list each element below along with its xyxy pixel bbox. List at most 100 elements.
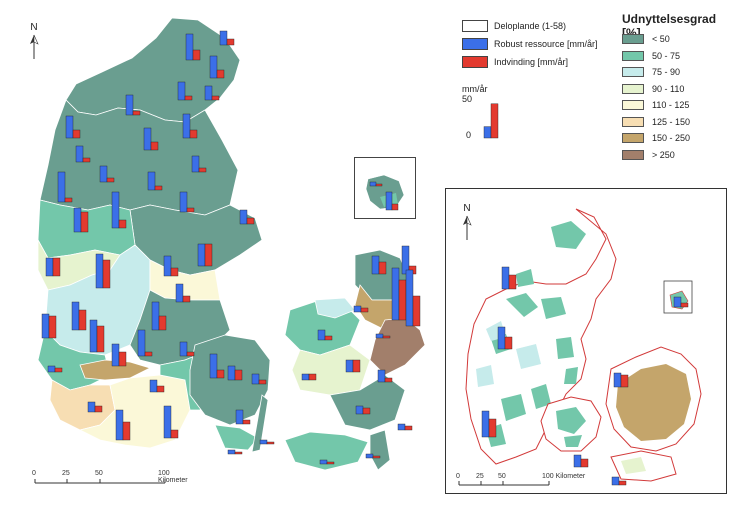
indvinding-bar bbox=[384, 377, 393, 383]
indvinding-bar bbox=[266, 441, 275, 445]
robust-bar bbox=[319, 459, 328, 465]
scale-tick-0-label: 0 bbox=[466, 130, 472, 140]
class-legend-item: 110 - 125 bbox=[622, 100, 689, 110]
indvinding-bar bbox=[132, 110, 141, 116]
robust-bar bbox=[239, 209, 248, 225]
indvinding-bar bbox=[198, 167, 207, 173]
legend-item-indvinding: Indvinding [mm/år] bbox=[462, 56, 568, 68]
indvinding-bar bbox=[326, 461, 335, 465]
legend-robust-bar bbox=[483, 126, 492, 139]
indvinding-bar bbox=[189, 129, 198, 139]
indvinding-bar bbox=[258, 379, 267, 385]
indvinding-bar bbox=[184, 95, 193, 101]
class-swatch bbox=[622, 149, 644, 160]
class-swatch bbox=[622, 34, 644, 44]
indvinding-bar bbox=[362, 407, 371, 415]
robust-bar bbox=[41, 313, 50, 339]
robust-bar bbox=[65, 115, 74, 139]
indvinding-bar bbox=[352, 359, 361, 373]
robust-bar bbox=[209, 55, 218, 79]
indvinding-bar bbox=[52, 257, 61, 277]
scale-tick-100: 100 Kilometer bbox=[158, 470, 188, 484]
robust-bar bbox=[204, 85, 213, 101]
robust-bar bbox=[179, 341, 188, 357]
scale-bar-graphic bbox=[34, 479, 166, 484]
robust-bar bbox=[191, 155, 200, 173]
indvinding-bar bbox=[375, 183, 383, 187]
indvinding-bar bbox=[82, 157, 91, 163]
indvinding-bar bbox=[102, 259, 111, 289]
robust-bar bbox=[182, 113, 191, 139]
robust-bar bbox=[163, 405, 172, 439]
indvinding-bar bbox=[398, 279, 407, 321]
legend-indvinding-bar bbox=[490, 103, 499, 139]
robust-bar bbox=[317, 329, 326, 341]
class-legend-item: 125 - 150 bbox=[622, 116, 691, 127]
class-swatch bbox=[622, 100, 644, 110]
robust-bar bbox=[89, 319, 98, 353]
north-arrow-icon bbox=[30, 34, 39, 59]
robust-bar bbox=[137, 329, 146, 357]
indvinding-bar bbox=[94, 405, 103, 413]
robust-bar bbox=[177, 81, 186, 101]
indvinding-bar bbox=[186, 351, 195, 357]
indvinding-bar bbox=[211, 95, 220, 101]
inset-scale-tick-0: 0 bbox=[456, 473, 460, 480]
indvinding-bar bbox=[170, 267, 179, 277]
indvinding-bar bbox=[382, 335, 391, 339]
robust-bar bbox=[219, 30, 228, 46]
robust-bar bbox=[259, 439, 268, 445]
legend-item-robust: Robust ressource [mm/år] bbox=[462, 38, 598, 50]
robust-bar bbox=[397, 423, 406, 431]
class-label: 150 - 250 bbox=[652, 133, 691, 143]
robust-bar bbox=[369, 181, 377, 187]
north-arrow-icon bbox=[463, 215, 472, 240]
main-scale-bar: 0 25 50 100 Kilometer bbox=[30, 470, 188, 492]
indvinding-bar bbox=[118, 351, 127, 367]
indvinding-bar bbox=[78, 309, 87, 331]
indvinding-bar bbox=[204, 243, 213, 267]
robust-bar bbox=[613, 372, 622, 388]
indvinding-bar bbox=[242, 419, 251, 425]
robust-bar bbox=[197, 243, 206, 267]
indvinding-bar bbox=[246, 217, 255, 225]
robust-bar bbox=[235, 409, 244, 425]
robust-bar bbox=[111, 191, 120, 229]
units-legend: Deloplande (1-58) Robust ressource [mm/å… bbox=[462, 20, 612, 140]
robust-bar bbox=[163, 255, 172, 277]
indvinding-bar bbox=[182, 295, 191, 303]
indvinding-bar bbox=[80, 211, 89, 233]
scale-tick-0: 0 bbox=[32, 470, 36, 477]
scale-tick-50: 50 bbox=[95, 470, 103, 477]
robust-bar bbox=[375, 333, 384, 339]
legend-item-deloplande: Deloplande (1-58) bbox=[462, 20, 566, 32]
robust-bar bbox=[71, 301, 80, 331]
robust-bar bbox=[301, 373, 310, 381]
indvinding-bar bbox=[144, 351, 153, 357]
robust-bar bbox=[371, 255, 380, 275]
robust-bar bbox=[73, 207, 82, 233]
indvinding-bar bbox=[391, 203, 399, 211]
class-legend-item: 150 - 250 bbox=[622, 133, 690, 143]
class-label: 90 - 110 bbox=[652, 83, 685, 94]
indvinding-bar bbox=[504, 336, 513, 350]
robust-bar bbox=[111, 343, 120, 367]
inset-scale-bar: 0 25 50 100 Kilometer bbox=[454, 473, 604, 491]
inset-scale-tick-25: 25 bbox=[476, 473, 484, 480]
class-swatch bbox=[622, 83, 644, 94]
scale-tick-50-label: 50 bbox=[462, 94, 473, 104]
indvinding-bar bbox=[580, 458, 589, 468]
robust-bar bbox=[227, 365, 236, 381]
indvinding-bar bbox=[54, 367, 63, 373]
indvinding-bar bbox=[234, 451, 243, 455]
robust-bar bbox=[365, 453, 374, 459]
class-swatch bbox=[622, 67, 644, 77]
robust-bar bbox=[353, 305, 362, 313]
bornholm-inset-main bbox=[354, 157, 416, 219]
indvinding-bar bbox=[404, 425, 413, 431]
indvinding-bar bbox=[508, 274, 517, 290]
indvinding-bar bbox=[488, 418, 497, 438]
indvinding-bar bbox=[72, 129, 81, 139]
indvinding-bar bbox=[156, 385, 165, 393]
class-label: 125 - 150 bbox=[652, 116, 691, 127]
